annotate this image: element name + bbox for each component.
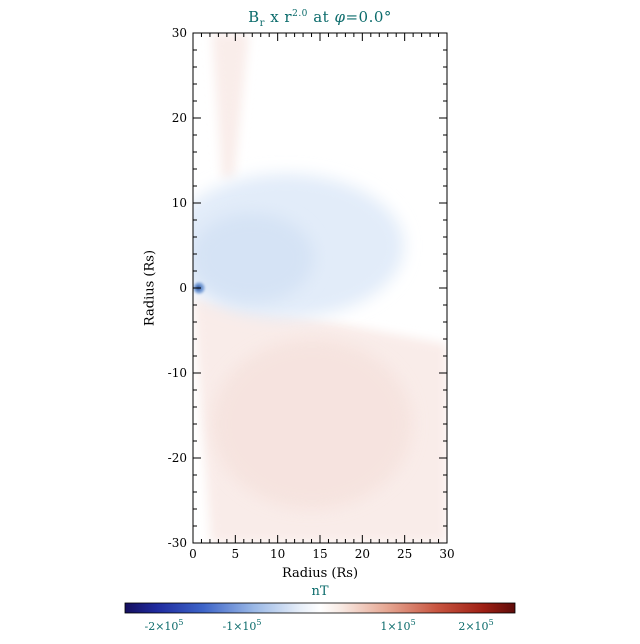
- y-tick-label: 10: [172, 196, 187, 210]
- colorbar: [124, 602, 516, 614]
- positive-fan-core-region: [212, 339, 412, 509]
- colorbar-tick-label: 2×105: [458, 618, 493, 633]
- y-tick-label: -30: [168, 536, 187, 550]
- negative-lobe-core-region: [193, 213, 314, 303]
- x-tick-label: 30: [439, 547, 454, 561]
- colorbar-tick-labels: -2×105 -1×105 1×105 2×105: [144, 618, 493, 633]
- colorbar-tick-label: -2×105: [144, 618, 183, 633]
- colorbar-tick-label: 1×105: [380, 618, 415, 633]
- x-tick-label: 15: [312, 547, 327, 561]
- axis-ticks: [192, 32, 448, 544]
- x-tick-label: 20: [355, 547, 370, 561]
- y-tick-label: 0: [179, 281, 187, 295]
- x-tick-label: 25: [397, 547, 412, 561]
- x-tick-label: 0: [189, 547, 197, 561]
- upper-left-band-region: [212, 33, 249, 178]
- y-tick-label: 30: [172, 26, 187, 40]
- axis-tick-labels: 0 5 10 15 20 25 30 -30 -20 -10 0 10 20 30: [168, 26, 455, 561]
- y-tick-label: 20: [172, 111, 187, 125]
- y-tick-label: -10: [168, 366, 187, 380]
- heatmap-layer: [193, 33, 447, 543]
- x-tick-label: 10: [270, 547, 285, 561]
- y-tick-label: -20: [168, 451, 187, 465]
- colorbar-tick-label: -1×105: [222, 618, 261, 633]
- x-tick-label: 5: [232, 547, 240, 561]
